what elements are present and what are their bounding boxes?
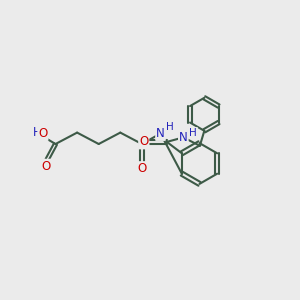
Text: N: N [179,131,188,144]
Text: H: H [166,122,173,132]
Text: O: O [139,135,148,148]
Text: N: N [156,127,165,140]
Text: O: O [137,162,146,175]
Text: O: O [38,127,47,140]
Text: O: O [42,160,51,173]
Text: H: H [32,125,41,139]
Text: H: H [189,128,197,138]
